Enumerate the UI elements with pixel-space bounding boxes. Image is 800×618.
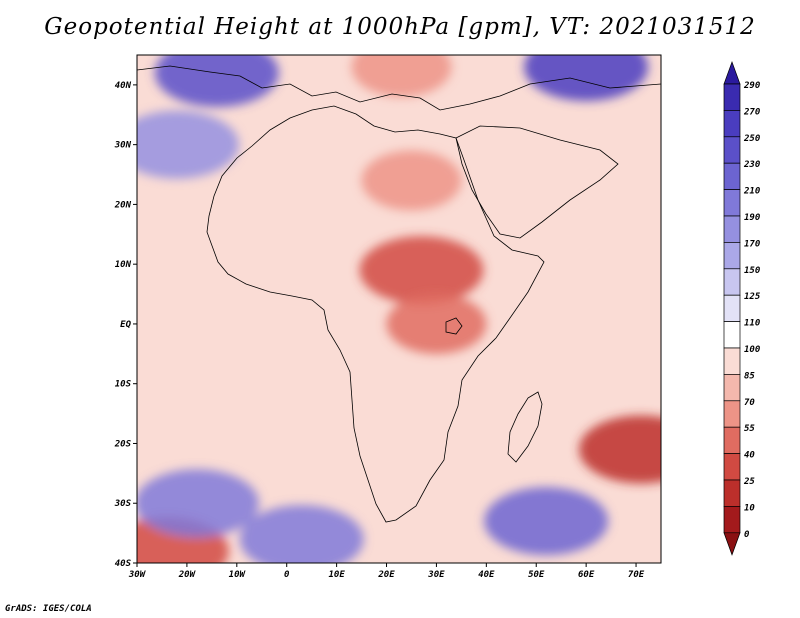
field-layer xyxy=(137,55,661,563)
field-feature-1 xyxy=(386,293,487,354)
colorbar-level-label: 40 xyxy=(744,451,755,461)
lat-tick-label: 30N xyxy=(114,141,132,151)
madagascar-coastline xyxy=(507,391,543,463)
lon-tick-label: 70E xyxy=(628,570,645,580)
longitude-axis: 30W 20W 10W 0 10E 20E 30E 40E 50E 60E 70E xyxy=(128,563,645,580)
lon-tick-label: 60E xyxy=(578,570,595,580)
arabia-coastline xyxy=(455,125,619,239)
colorbar-level-label: 170 xyxy=(744,239,761,249)
africa-coastline xyxy=(206,105,545,523)
lat-tick-label: 20S xyxy=(114,439,132,449)
colorbar-level-label: 10 xyxy=(744,503,755,513)
colorbar-cell xyxy=(723,268,741,296)
lon-tick-label: 20W xyxy=(178,570,197,580)
lon-tick-label: 20E xyxy=(377,570,395,580)
field-feature-6 xyxy=(137,110,239,179)
grads-credit: GrADS: IGES/COLA xyxy=(5,604,92,614)
colorbar-cell xyxy=(723,426,741,454)
coastlines xyxy=(137,65,661,523)
colorbar-level-label: 150 xyxy=(744,266,761,276)
colorbar-level-label: 0 xyxy=(744,530,750,540)
lat-tick-label: EQ xyxy=(120,320,131,330)
colorbar-level-label: 25 xyxy=(743,477,755,487)
europe-coastline xyxy=(137,65,661,111)
field-feature-0 xyxy=(359,236,484,305)
colorbar-level-label: 250 xyxy=(743,134,761,144)
colorbar-level-label: 270 xyxy=(743,107,761,117)
colorbar-cell xyxy=(723,189,741,217)
lon-tick-label: 40E xyxy=(478,570,495,580)
height-field xyxy=(137,55,661,563)
lat-tick-label: 40S xyxy=(115,559,132,569)
field-feature-10 xyxy=(484,487,609,556)
colorbar-cell xyxy=(723,110,741,138)
lon-tick-label: 30W xyxy=(128,570,147,580)
colorbar-level-label: 190 xyxy=(744,213,761,223)
field-feature-4 xyxy=(579,415,661,484)
field-feature-11 xyxy=(524,55,649,101)
colorbar-cell xyxy=(723,215,741,243)
field-feature-3 xyxy=(351,55,452,97)
colorbar: 2902702502302101901701501251101008570554… xyxy=(723,60,761,556)
colorbar-level-label: 125 xyxy=(744,292,761,302)
colorbar-cell xyxy=(723,374,741,402)
lon-tick-label: 50E xyxy=(528,570,545,580)
lat-tick-label: 10S xyxy=(115,380,132,390)
colorbar-cell xyxy=(723,453,741,481)
lat-tick-label: 20N xyxy=(114,200,132,210)
lon-tick-label: 0 xyxy=(284,570,290,580)
colorbar-level-label: 210 xyxy=(743,187,761,197)
colorbar-cell xyxy=(723,294,741,322)
colorbar-cell xyxy=(723,321,741,349)
colorbar-cell xyxy=(723,242,741,270)
colorbar-level-label: 290 xyxy=(743,81,761,91)
colorbar-top-arrow xyxy=(723,60,741,85)
colorbar-swatches xyxy=(723,60,741,556)
lon-tick-label: 30E xyxy=(427,570,445,580)
colorbar-cell xyxy=(723,162,741,190)
colorbar-level-label: 100 xyxy=(744,345,761,355)
colorbar-cell xyxy=(723,83,741,111)
lon-tick-label: 10E xyxy=(328,570,345,580)
field-feature-9 xyxy=(239,505,364,563)
lon-tick-label: 10W xyxy=(229,570,247,580)
colorbar-level-label: 55 xyxy=(744,424,755,434)
latitude-axis: 40N 30N 20N 10N EQ 10S 20S 30S 40S xyxy=(114,81,137,569)
colorbar-labels: 2902702502302101901701501251101008570554… xyxy=(743,81,761,540)
colorbar-cell xyxy=(723,347,741,375)
colorbar-level-label: 85 xyxy=(744,371,755,381)
field-feature-2 xyxy=(361,150,462,211)
lat-tick-label: 10N xyxy=(115,260,132,270)
lake-victoria xyxy=(445,317,463,335)
colorbar-cell xyxy=(723,136,741,164)
colorbar-level-label: 110 xyxy=(744,319,761,329)
map-title: Geopotential Height at 1000hPa [gpm], VT… xyxy=(44,14,756,40)
lat-tick-label: 40N xyxy=(115,81,132,91)
colorbar-cell xyxy=(723,400,741,428)
colorbar-bottom-arrow xyxy=(723,532,741,556)
colorbar-level-label: 230 xyxy=(743,160,761,170)
colorbar-cell xyxy=(723,506,741,534)
colorbar-level-label: 70 xyxy=(744,398,755,408)
lat-tick-label: 30S xyxy=(114,499,132,509)
field-feature-8 xyxy=(137,469,259,538)
map-frame xyxy=(136,54,662,564)
colorbar-cell xyxy=(723,479,741,507)
